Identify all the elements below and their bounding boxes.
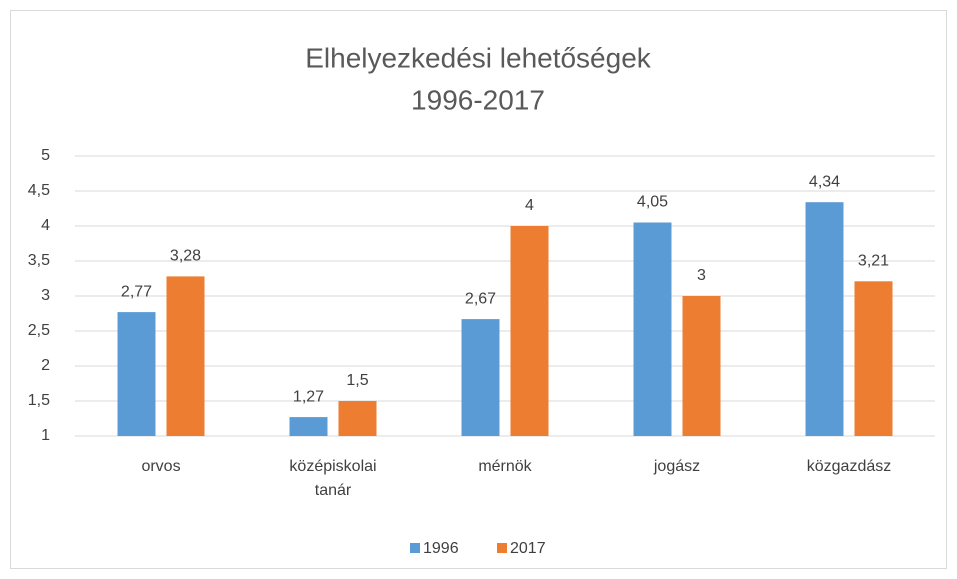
legend-swatch (497, 543, 507, 553)
value-label: 4 (525, 197, 534, 214)
y-tick-label: 5 (41, 147, 50, 164)
bar (461, 319, 500, 436)
legend-swatch (410, 543, 420, 553)
bar (117, 312, 156, 436)
chart-subtitle: 1996-2017 (411, 84, 545, 115)
y-tick-label: 1 (41, 427, 50, 444)
value-label: 4,05 (637, 194, 668, 211)
y-tick-label: 2 (41, 357, 50, 374)
value-label: 1,5 (346, 372, 368, 389)
x-tick-label: középiskolai tanár (289, 458, 377, 499)
value-label: 3,21 (858, 253, 889, 270)
y-tick-label: 3,5 (28, 252, 50, 269)
y-tick-label: 4,5 (28, 182, 50, 199)
chart-title: Elhelyezkedési lehetőségek (305, 42, 652, 73)
value-label: 2,67 (465, 290, 496, 307)
y-tick-label: 1,5 (28, 392, 50, 409)
x-tick-label: jogász (653, 458, 701, 475)
value-label: 2,77 (121, 283, 152, 300)
y-tick-label: 4 (41, 217, 50, 234)
y-tick-label: 2,5 (28, 322, 50, 339)
bar (682, 296, 721, 436)
bar (854, 281, 893, 436)
value-label: 4,34 (809, 173, 840, 190)
bar (338, 401, 377, 436)
x-tick-label: közgazdász (806, 458, 892, 475)
x-tick-label: mérnök (478, 458, 532, 475)
value-label: 3,28 (170, 248, 201, 265)
value-label: 3 (697, 267, 706, 284)
value-label: 1,27 (293, 388, 324, 405)
legend-label: 2017 (510, 540, 546, 557)
x-tick-label: orvos (141, 458, 181, 475)
bar (805, 202, 844, 436)
legend-label: 1996 (423, 540, 459, 557)
bar (510, 226, 549, 436)
bar (166, 276, 205, 436)
bar (633, 222, 672, 436)
bar (289, 417, 328, 436)
y-tick-label: 3 (41, 287, 50, 304)
